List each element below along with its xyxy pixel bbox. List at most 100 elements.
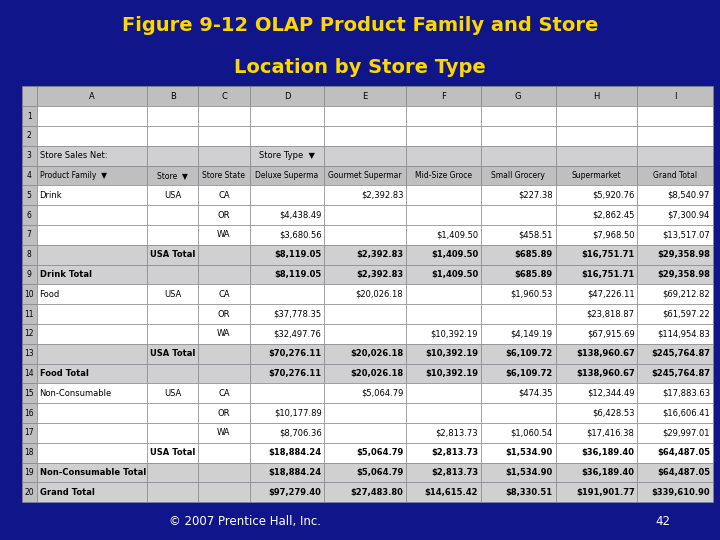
Text: $16,606.41: $16,606.41 [662,409,710,417]
Bar [324,463,406,482]
Text: $97,279.40: $97,279.40 [269,488,322,497]
Text: $27,483.80: $27,483.80 [351,488,403,497]
Bar [37,225,147,245]
Bar [22,324,37,344]
Bar [481,482,556,502]
Bar [324,423,406,443]
Text: $10,177.89: $10,177.89 [274,409,322,417]
Text: $18,884.24: $18,884.24 [269,468,322,477]
Text: $70,276.11: $70,276.11 [269,369,322,378]
Text: Supermarket: Supermarket [572,171,621,180]
Bar [406,463,481,482]
Text: 11: 11 [24,309,34,319]
Text: $61,597.22: $61,597.22 [662,309,710,319]
Bar [637,285,713,304]
Text: Store State: Store State [202,171,246,180]
Bar [147,265,198,285]
Bar [556,166,637,185]
Text: Grand Total: Grand Total [653,171,697,180]
Text: $685.89: $685.89 [515,250,553,259]
Bar [250,265,324,285]
Bar [556,403,637,423]
Bar [250,106,324,126]
Bar [198,443,250,463]
Text: $8,706.36: $8,706.36 [279,428,322,437]
Text: 4: 4 [27,171,32,180]
Text: USA: USA [164,389,181,398]
Bar [556,344,637,363]
Bar [250,126,324,146]
Bar [481,146,556,166]
Bar [637,324,713,344]
Bar [37,443,147,463]
Bar [481,403,556,423]
Text: $13,517.07: $13,517.07 [662,231,710,239]
Text: G: G [515,92,521,101]
Bar [147,423,198,443]
Text: 19: 19 [24,468,34,477]
Bar [324,324,406,344]
Bar [556,205,637,225]
Text: Food: Food [40,290,60,299]
Bar [406,304,481,324]
Text: $6,109.72: $6,109.72 [505,349,553,358]
Bar [198,423,250,443]
Text: 7: 7 [27,231,32,239]
Bar [22,443,37,463]
Bar [556,285,637,304]
Bar [37,324,147,344]
Text: OR: OR [217,309,230,319]
Bar [198,463,250,482]
Text: $2,813.73: $2,813.73 [431,448,478,457]
Text: $29,358.98: $29,358.98 [657,270,710,279]
Text: 3: 3 [27,151,32,160]
Text: OR: OR [217,409,230,417]
Bar [637,403,713,423]
Bar [22,463,37,482]
Text: $47,226.11: $47,226.11 [587,290,634,299]
Text: 2: 2 [27,131,32,140]
Text: $67,915.69: $67,915.69 [587,329,634,339]
Bar [556,383,637,403]
Bar [147,205,198,225]
Bar [637,225,713,245]
Bar [481,245,556,265]
Text: $20,026.18: $20,026.18 [350,349,403,358]
Bar [198,225,250,245]
Bar [324,383,406,403]
Text: $2,392.83: $2,392.83 [361,191,403,200]
Text: $20,026.18: $20,026.18 [350,369,403,378]
Text: $2,813.73: $2,813.73 [431,468,478,477]
Text: $64,487.05: $64,487.05 [657,448,710,457]
Bar [37,403,147,423]
Text: $5,064.79: $5,064.79 [356,448,403,457]
Bar [637,482,713,502]
Text: $29,997.01: $29,997.01 [662,428,710,437]
Bar [637,146,713,166]
Bar [147,106,198,126]
Bar [37,285,147,304]
Bar [37,344,147,363]
Bar [406,443,481,463]
Bar [250,443,324,463]
Text: $14,615.42: $14,615.42 [425,488,478,497]
Bar [22,205,37,225]
Text: Store  ▼: Store ▼ [157,171,188,180]
Text: 1: 1 [27,112,32,120]
Bar [147,126,198,146]
Bar [147,86,198,106]
Bar [198,166,250,185]
Bar [250,225,324,245]
Bar [406,403,481,423]
Bar [147,304,198,324]
Text: Grand Total: Grand Total [40,488,94,497]
Bar [556,265,637,285]
Bar [637,344,713,363]
Bar [22,482,37,502]
Bar [324,86,406,106]
Bar [406,245,481,265]
Bar [481,344,556,363]
Bar [556,126,637,146]
Bar [324,304,406,324]
Bar [406,285,481,304]
